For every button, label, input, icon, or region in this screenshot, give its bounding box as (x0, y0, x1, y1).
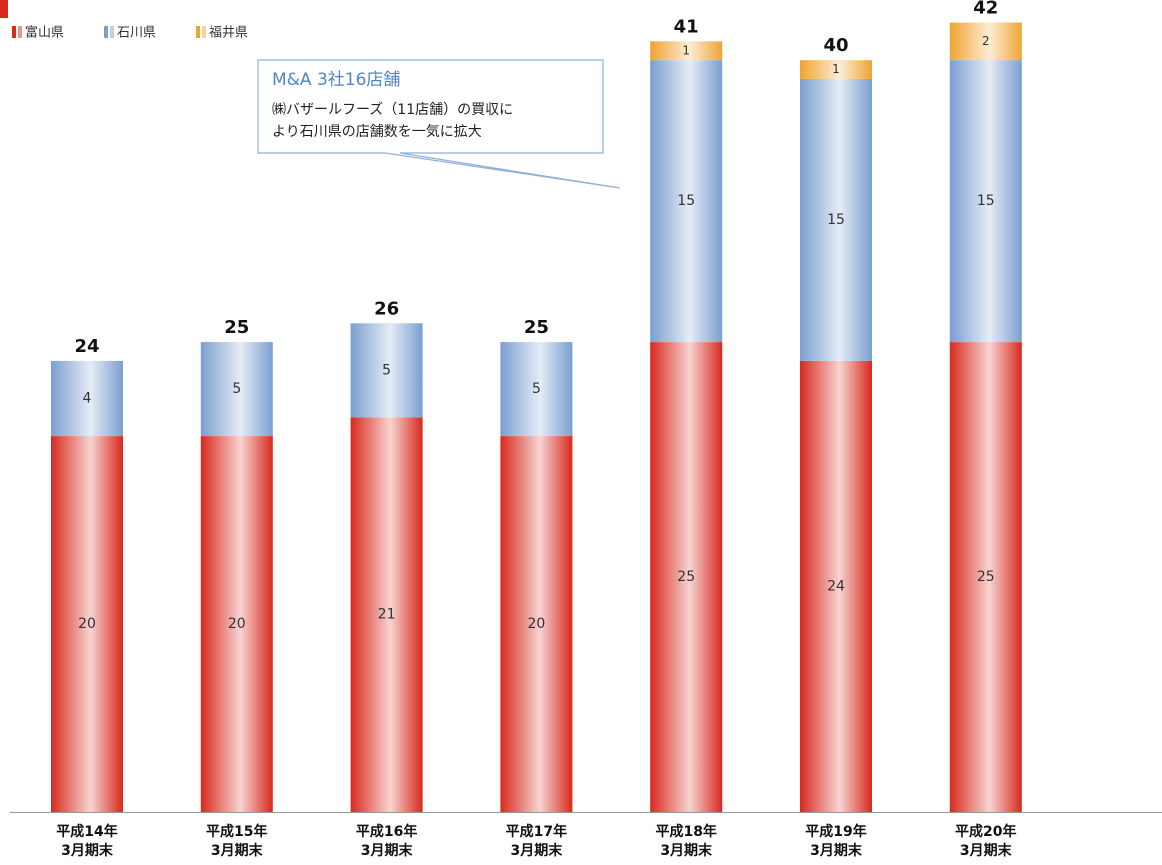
value-label: 20 (527, 616, 545, 632)
bar-segment (350, 417, 423, 812)
corner-mark (0, 0, 8, 18)
bar-segment (949, 60, 1022, 343)
x-tick-label: 3月期末 (960, 842, 1013, 859)
value-label: 1 (682, 43, 690, 57)
value-label: 21 (378, 607, 396, 623)
value-label: 20 (78, 616, 96, 632)
x-tick-label: 平成20年 (955, 823, 1016, 840)
legend-swatch (202, 26, 206, 38)
total-label: 26 (374, 298, 399, 319)
bar-segment (800, 60, 872, 79)
x-tick-label: 平成15年 (206, 823, 267, 840)
total-label: 25 (524, 317, 549, 338)
callout-title: M&A 3社16店舗 (272, 70, 400, 90)
x-tick-label: 平成19年 (805, 823, 866, 840)
callout-text: より石川県の店舗数を一気に拡大 (272, 124, 482, 140)
x-tick-label: 3月期末 (211, 842, 264, 859)
value-label: 20 (228, 616, 246, 632)
bar-segment (949, 22, 1022, 61)
value-label: 15 (827, 212, 845, 228)
total-label: 25 (224, 317, 249, 338)
total-label: 24 (74, 336, 99, 357)
x-tick-label: 3月期末 (810, 842, 863, 859)
x-tick-label: 3月期末 (61, 842, 114, 859)
legend-swatch (104, 26, 108, 38)
bar-segment (350, 323, 423, 418)
callout: M&A 3社16店舗 ㈱バザールフーズ（11店舗）の買収に より石川県の店舗数を… (257, 59, 621, 189)
legend-swatch (110, 26, 114, 38)
total-label: 40 (823, 35, 848, 56)
x-tick-label: 3月期末 (361, 842, 414, 859)
value-label: 4 (83, 390, 92, 406)
x-tick-label: 3月期末 (660, 842, 713, 859)
bar-segment (200, 342, 273, 437)
bar-segment (949, 342, 1022, 812)
callout-box (257, 59, 621, 189)
bar-segment (800, 78, 872, 361)
bar-segment (500, 342, 573, 437)
bar-segment (650, 342, 723, 812)
callout-text: ㈱バザールフーズ（11店舗）の買収に (272, 102, 513, 118)
value-label: 1 (832, 62, 840, 76)
value-label: 5 (232, 381, 241, 397)
value-label: 2 (982, 34, 990, 48)
value-label: 15 (677, 193, 695, 209)
x-tick-label: 平成17年 (506, 823, 567, 840)
legend-swatch (18, 26, 22, 38)
bar-segment (650, 41, 723, 61)
x-tick-label: 平成16年 (356, 823, 417, 840)
legend-swatch (12, 26, 16, 38)
bar-segment (500, 436, 573, 812)
x-tick-label: 平成18年 (655, 823, 716, 840)
value-label: 5 (382, 362, 391, 378)
value-label: 5 (532, 381, 541, 397)
value-label: 25 (977, 569, 995, 585)
legend-label: 福井県 (209, 26, 248, 41)
bar-segment (800, 360, 872, 812)
value-label: 25 (677, 569, 695, 585)
legend-swatch (196, 26, 200, 38)
bar-segment (51, 360, 123, 437)
x-tick-label: 3月期末 (511, 842, 564, 859)
value-label: 24 (827, 578, 845, 594)
total-label: 41 (674, 16, 699, 37)
legend-label: 富山県 (25, 25, 64, 41)
value-label: 15 (977, 193, 995, 209)
bar-segment (51, 436, 123, 812)
total-label: 42 (973, 0, 998, 19)
x-tick-label: 平成14年 (56, 823, 117, 840)
bar-segment (200, 436, 273, 812)
legend-label: 石川県 (117, 26, 156, 41)
bar-segment (650, 60, 723, 343)
